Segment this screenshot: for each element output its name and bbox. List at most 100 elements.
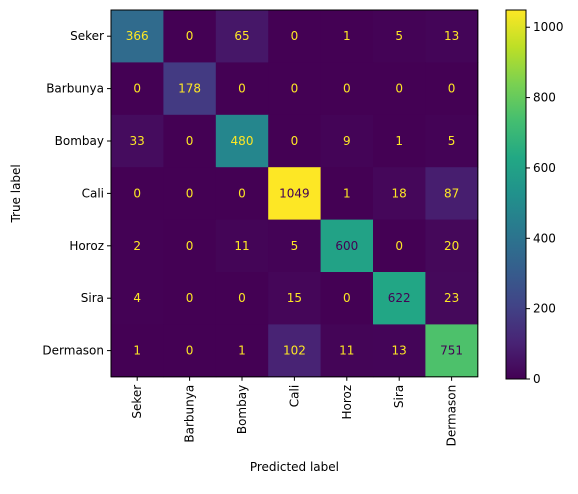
cell-value-label: 1 [343, 186, 351, 200]
cell-value-label: 0 [186, 291, 194, 305]
cell-value-label: 0 [343, 291, 351, 305]
cell-value-label: 18 [392, 186, 407, 200]
cell-value-label: 0 [133, 186, 141, 200]
x-tick-label: Sira [392, 385, 406, 408]
colorbar-ticks: 0 200 400 600 800 1000 [526, 20, 564, 386]
heatmap-cell [215, 219, 269, 273]
heatmap-cell [373, 114, 426, 168]
heatmap-cell [268, 219, 322, 273]
cell-value-label: 0 [291, 134, 299, 148]
x-axis-ticks: Seker Barbunya Bombay Cali Horoz Sira Dermason [130, 376, 459, 446]
cell-value-label: 0 [186, 29, 194, 43]
heatmap-cell [163, 219, 217, 273]
heatmap-cell [425, 219, 479, 273]
cell-value-label: 23 [444, 291, 459, 305]
cell-value-label: 102 [283, 344, 306, 358]
cell-value-label: 1 [343, 29, 351, 43]
colorbar [505, 9, 527, 380]
colorbar-tick-label: 800 [533, 91, 556, 105]
cell-value-label: 0 [448, 82, 456, 96]
heatmap-cell [425, 114, 479, 168]
y-tick-label: Barbunya [46, 82, 104, 96]
x-axis-label: Predicted label [250, 460, 339, 474]
heatmap-cell [425, 272, 479, 325]
heatmap-cell [111, 272, 164, 325]
heatmap-cell [163, 324, 217, 378]
colorbar-tick-label: 400 [533, 231, 556, 245]
cell-value-label: 1 [238, 344, 246, 358]
heatmap-cell [425, 10, 479, 63]
cell-value-label: 5 [291, 239, 299, 253]
cell-value-label: 11 [234, 239, 249, 253]
cell-value-label: 13 [444, 29, 459, 43]
heatmap-cell [320, 219, 374, 273]
cell-value-label: 9 [343, 134, 351, 148]
heatmap-cell [320, 62, 374, 116]
heatmap-cells [111, 10, 479, 378]
cell-value-label: 0 [238, 291, 246, 305]
heatmap-cell [320, 324, 374, 378]
heatmap-cell [163, 62, 217, 116]
heatmap-cell-labels: 366 0 65 0 1 5 130 178 0 0 0 0 033 0 480 0 9 1 50 0 0 1049 1 18… [126, 29, 463, 357]
cell-value-label: 0 [186, 134, 194, 148]
heatmap-cell [373, 62, 426, 116]
heatmap-cell [268, 114, 322, 168]
x-tick-label: Cali [287, 385, 301, 407]
heatmap-cell [215, 272, 269, 325]
cell-value-label: 0 [395, 239, 403, 253]
heatmap-cell [215, 167, 269, 221]
heatmap-cell [215, 114, 269, 168]
cell-value-label: 5 [395, 29, 403, 43]
cell-value-label: 13 [392, 344, 407, 358]
heatmap-cell [425, 167, 479, 221]
cell-value-label: 480 [231, 134, 254, 148]
cell-value-label: 0 [186, 239, 194, 253]
heatmap-cell [163, 10, 217, 63]
heatmap-cell [268, 10, 322, 63]
heatmap-cell [215, 62, 269, 116]
heatmap-cell [163, 114, 217, 168]
cell-value-label: 1049 [279, 186, 310, 200]
y-tick-label: Seker [70, 29, 104, 43]
heatmap-cell [373, 324, 426, 378]
x-tick-label: Bombay [235, 385, 249, 434]
cell-value-label: 0 [291, 82, 299, 96]
heatmap-cell [320, 114, 374, 168]
y-tick-label: Cali [82, 186, 104, 200]
cell-value-label: 751 [440, 344, 463, 358]
heatmap-cell [163, 167, 217, 221]
colorbar-tick-label: 200 [533, 302, 556, 316]
heatmap-cell [215, 324, 269, 378]
cell-value-label: 0 [133, 82, 141, 96]
cell-value-label: 1 [395, 134, 403, 148]
colorbar-tick-label: 1000 [533, 20, 564, 34]
y-tick-label: Bombay [55, 134, 104, 148]
x-tick-label: Horoz [340, 385, 354, 420]
y-tick-label: Horoz [69, 239, 104, 253]
cell-value-label: 600 [335, 239, 358, 253]
x-tick-label: Barbunya [183, 385, 197, 443]
y-axis-label: True label [9, 164, 23, 223]
cell-value-label: 178 [178, 82, 201, 96]
heatmap-cell [373, 219, 426, 273]
y-axis-ticks: Seker Barbunya Bombay Cali Horoz Sira Dermason [42, 29, 111, 358]
heatmap-cell [425, 324, 479, 378]
colorbar-tick-label: 0 [533, 372, 541, 386]
cell-value-label: 2 [133, 239, 141, 253]
heatmap-cell [111, 62, 164, 116]
heatmap-cell [111, 167, 164, 221]
heatmap-cell [425, 62, 479, 116]
heatmap-cell [320, 272, 374, 325]
cell-value-label: 20 [444, 239, 459, 253]
heatmap-cell [268, 62, 322, 116]
cell-value-label: 0 [186, 186, 194, 200]
y-tick-label: Sira [81, 291, 104, 305]
heatmap-cell [163, 272, 217, 325]
cell-value-label: 366 [126, 29, 149, 43]
cell-value-label: 0 [238, 82, 246, 96]
cell-value-label: 1 [133, 344, 141, 358]
cell-value-label: 15 [287, 291, 302, 305]
cell-value-label: 0 [186, 344, 194, 358]
heatmap-cell [215, 10, 269, 63]
